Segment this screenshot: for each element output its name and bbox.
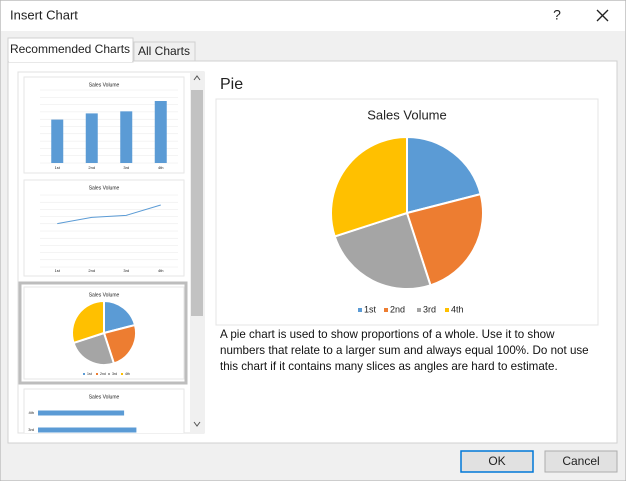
legend-swatch [83,373,85,375]
thumbnail-y-label: 3rd [28,427,34,432]
legend-swatch [417,308,421,312]
pie-slice [102,323,137,365]
thumbnail-x-label: 2nd [88,165,95,170]
cancel-button[interactable] [544,450,618,473]
thumbnail-y-label: 4th [28,410,34,415]
thumbnail-bar [51,119,64,163]
thumbnail-x-label: 1st [55,165,61,170]
thumbnail-hbar [38,410,125,416]
thumbnail-bar [85,113,98,163]
thumbnail-title: Sales Volume [89,394,120,400]
thumbnail-x-label: 4th [158,268,164,273]
pie-slice [71,299,105,345]
legend-swatch [384,308,388,312]
thumbnail-title: Sales Volume [89,185,120,191]
legend-label: 1st [87,372,92,376]
ok-button[interactable] [460,450,534,473]
legend-label: 2nd [100,372,106,376]
legend-label: 4th [451,304,464,314]
legend-swatch [445,308,449,312]
thumbnail-x-label: 1st [55,268,61,273]
legend-swatch [108,373,110,375]
help-button[interactable]: ? [553,7,561,23]
thumbnail-title: Sales Volume [89,292,120,298]
thumbnail-line [57,204,161,225]
thumbnail-bar [120,111,133,163]
thumbnail-hbar [38,427,137,433]
tab-label[interactable]: All Charts [138,44,190,58]
pie-slice [72,331,116,366]
thumbnail-x-label: 2nd [88,268,95,273]
tab[interactable] [133,41,196,62]
pie-slice [405,192,484,287]
thumbnail-x-label: 4th [158,165,164,170]
close-button[interactable] [596,9,609,22]
button-label[interactable]: OK [488,454,505,468]
thumbnail [23,179,185,277]
thumbnail-x-label: 3rd [123,268,129,273]
chart-description: A pie chart is used to show proportions … [220,328,589,373]
tab-label[interactable]: Recommended Charts [10,42,130,56]
thumbnail-title: Sales Volume [89,82,120,88]
thumbnail-x-label: 3rd [123,165,129,170]
legend-swatch [96,373,98,375]
legend-swatch [121,373,123,375]
scroll-thumb[interactable] [191,90,203,316]
pie-slice [330,135,408,238]
thumbnails: Sales Volume 1st 2nd 3rd 4th Sales Volume 1st 2… [18,76,188,433]
title-bar [1,1,625,31]
preview-heading: Pie [220,76,243,93]
legend-label: 3rd [423,304,436,314]
legend-label: 2nd [390,304,405,314]
scroll-arrows [193,75,201,427]
legend-label: 1st [364,304,377,314]
thumbnail-bar [154,101,167,163]
button-label[interactable]: Cancel [562,454,599,468]
legend-swatch [358,308,362,312]
pie-slice [333,211,432,290]
pie-slice [406,135,482,215]
window-title: Insert Chart [10,7,78,22]
chart-title: Sales Volume [367,107,447,122]
legend-label: 3rd [112,372,117,376]
legend-label: 4th [125,372,130,376]
